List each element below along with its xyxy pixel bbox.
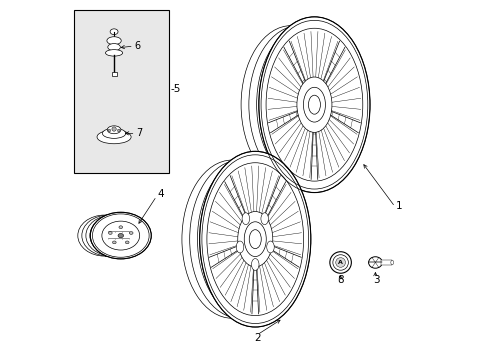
Ellipse shape	[118, 234, 123, 238]
Text: 3: 3	[372, 275, 379, 285]
Bar	[111, 72, 116, 76]
Ellipse shape	[107, 37, 121, 45]
Bar	[380, 260, 391, 265]
Ellipse shape	[97, 130, 131, 144]
Ellipse shape	[107, 126, 121, 134]
Text: 7: 7	[136, 129, 142, 138]
Ellipse shape	[117, 129, 120, 132]
Ellipse shape	[90, 212, 151, 259]
Ellipse shape	[390, 260, 393, 265]
Ellipse shape	[102, 221, 140, 250]
Text: -5: -5	[171, 84, 181, 94]
Circle shape	[332, 255, 347, 270]
Ellipse shape	[251, 258, 259, 270]
Ellipse shape	[112, 241, 116, 244]
Circle shape	[329, 252, 351, 273]
Ellipse shape	[108, 231, 112, 234]
Ellipse shape	[266, 241, 274, 253]
Text: 6: 6	[135, 41, 141, 51]
Circle shape	[335, 258, 345, 267]
Ellipse shape	[105, 50, 122, 56]
Ellipse shape	[108, 129, 110, 132]
Text: 4: 4	[158, 189, 164, 199]
Text: 2: 2	[254, 333, 261, 343]
Ellipse shape	[107, 44, 120, 51]
Ellipse shape	[236, 241, 244, 253]
Ellipse shape	[110, 29, 118, 35]
Ellipse shape	[258, 17, 369, 193]
Ellipse shape	[308, 95, 320, 114]
Ellipse shape	[102, 128, 125, 138]
Ellipse shape	[129, 231, 133, 234]
Ellipse shape	[368, 257, 382, 268]
Ellipse shape	[249, 230, 261, 249]
Bar	[74, 10, 169, 173]
Ellipse shape	[199, 151, 310, 327]
Ellipse shape	[112, 127, 116, 131]
Ellipse shape	[119, 226, 122, 229]
Ellipse shape	[242, 213, 249, 225]
Text: 8: 8	[337, 275, 344, 285]
Text: A: A	[338, 260, 343, 265]
Ellipse shape	[261, 213, 268, 225]
Text: 1: 1	[395, 201, 402, 211]
Ellipse shape	[296, 77, 331, 132]
Ellipse shape	[237, 211, 272, 267]
Ellipse shape	[125, 241, 129, 244]
